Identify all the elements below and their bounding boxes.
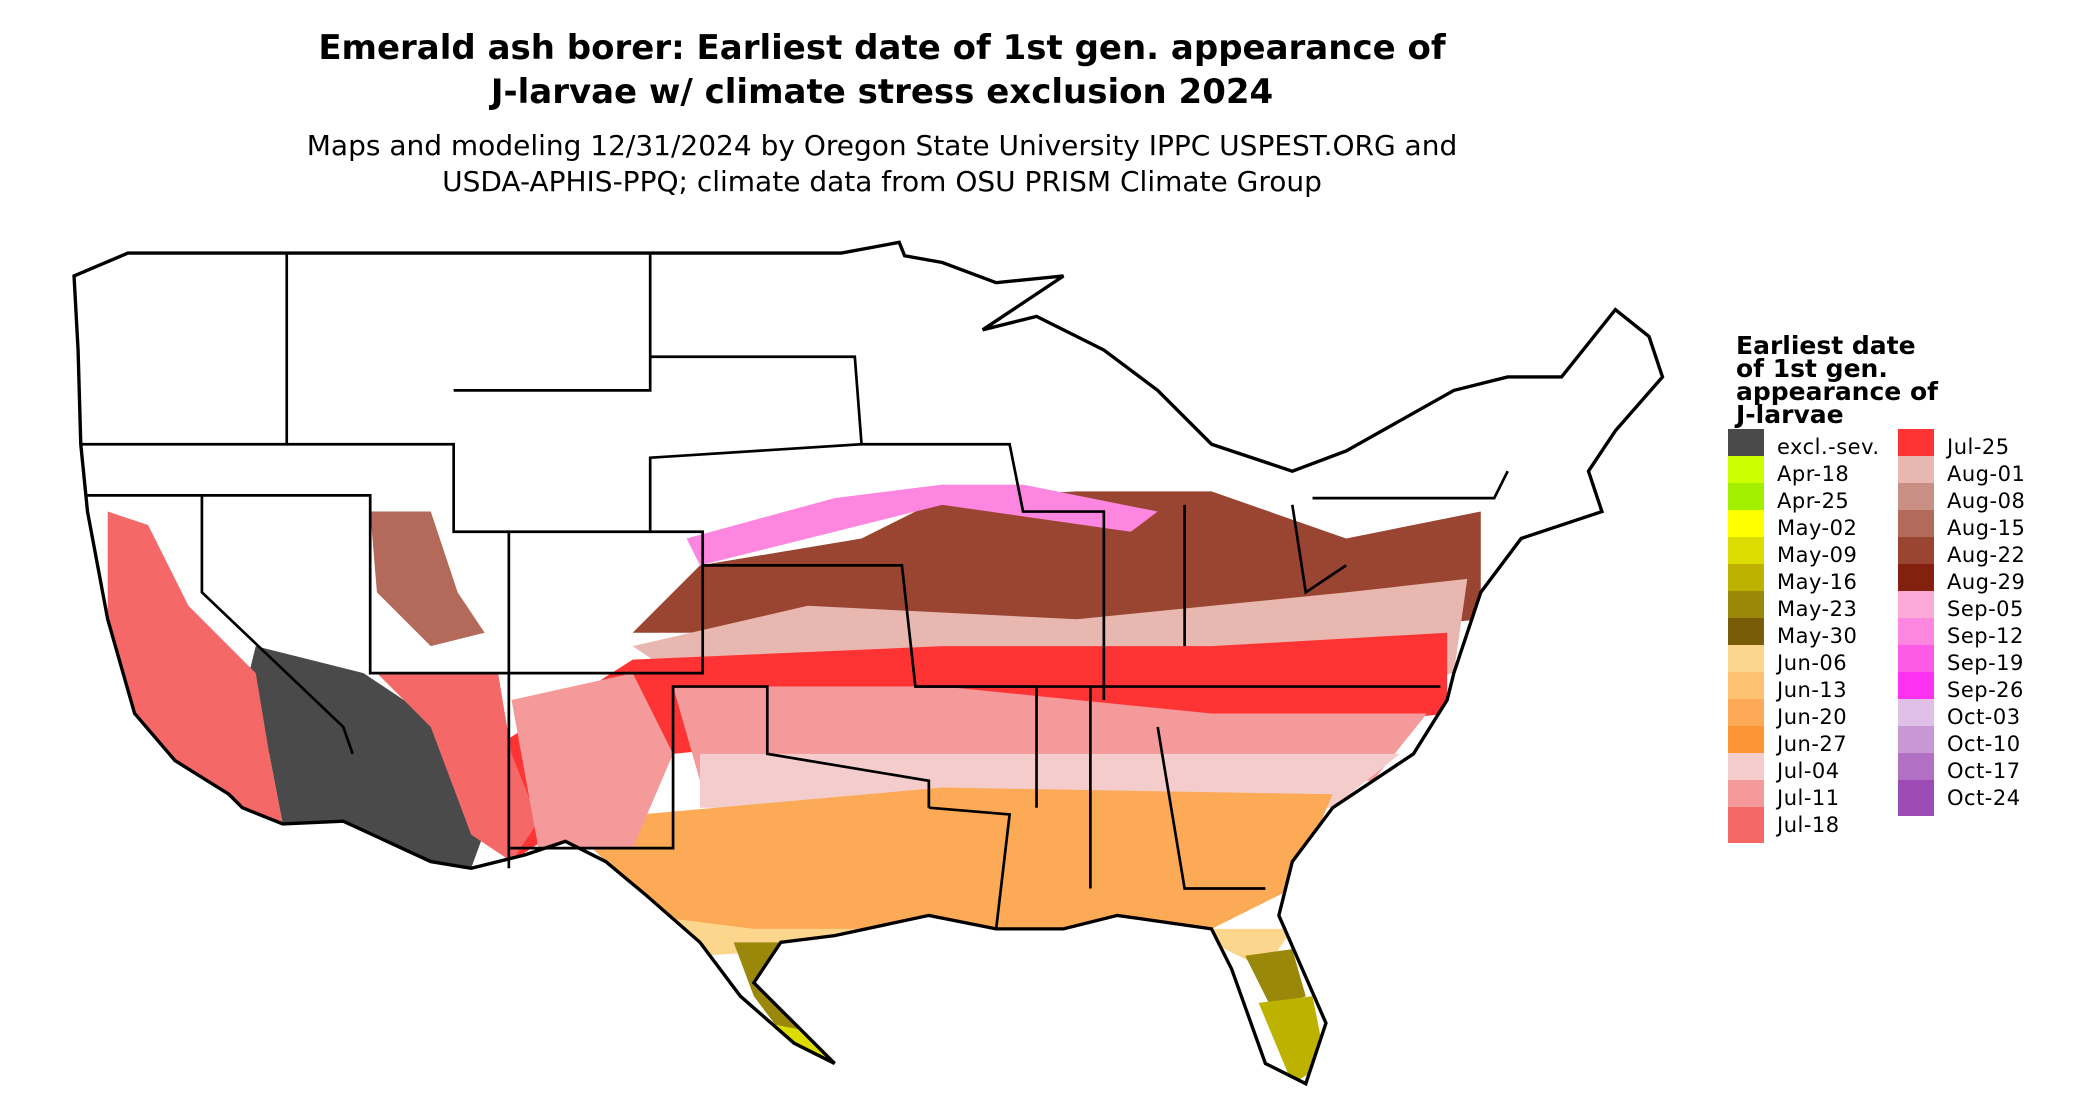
legend-label: Aug-22 bbox=[1947, 543, 2026, 567]
legend-title-line: of 1st gen. bbox=[1736, 354, 1888, 383]
region-great-basin bbox=[370, 511, 485, 647]
map-subtitle: Maps and modeling 12/31/2024 by Oregon S… bbox=[0, 128, 1764, 200]
legend-label: Aug-01 bbox=[1947, 462, 2026, 486]
region-may-florida-south bbox=[1258, 996, 1326, 1084]
legend-label: Apr-25 bbox=[1777, 489, 1850, 513]
state-borders bbox=[80, 253, 1509, 930]
legend-label: Jun-13 bbox=[1777, 678, 1848, 702]
legend-item: Oct-24 bbox=[1898, 780, 2021, 816]
legend-label: Jun-20 bbox=[1777, 705, 1848, 729]
region-southwest-mix bbox=[376, 673, 539, 862]
legend-title-line: J-larvae bbox=[1736, 400, 1844, 429]
legend-label: Sep-19 bbox=[1947, 651, 2024, 675]
legend-label: Aug-15 bbox=[1947, 516, 2026, 540]
legend-label: Oct-24 bbox=[1947, 786, 2021, 810]
region-aug bbox=[632, 491, 1481, 633]
legend-title: Earliest date of 1st gen. appearance of … bbox=[1736, 331, 1996, 429]
region-excluded-southwest bbox=[242, 646, 499, 869]
legend-label: Jun-27 bbox=[1777, 732, 1848, 756]
legend-item: May-16 bbox=[1728, 564, 1857, 600]
region-sep-fringe bbox=[686, 484, 1158, 566]
region-california bbox=[107, 511, 283, 824]
legend-item: Aug-22 bbox=[1898, 537, 2025, 573]
legend-title-line: Earliest date bbox=[1736, 331, 1916, 360]
subtitle-line-2: USDA-APHIS-PPQ; climate data from OSU PR… bbox=[442, 165, 1322, 198]
legend-label: May-30 bbox=[1777, 624, 1858, 648]
subtitle-line-1: Maps and modeling 12/31/2024 by Oregon S… bbox=[306, 129, 1458, 162]
legend-label: Oct-17 bbox=[1947, 759, 2021, 783]
legend-label: Sep-12 bbox=[1947, 624, 2024, 648]
legend-label: May-23 bbox=[1777, 597, 1858, 621]
legend-item: Jul-18 bbox=[1728, 807, 1840, 843]
legend-label: Oct-10 bbox=[1947, 732, 2021, 756]
legend-swatch bbox=[1898, 780, 1934, 816]
legend-item: Aug-01 bbox=[1898, 456, 2025, 492]
legend-label: Aug-29 bbox=[1947, 570, 2026, 594]
title-line-2: J-larvae w/ climate stress exclusion 202… bbox=[490, 72, 1274, 112]
region-jun bbox=[565, 787, 1333, 943]
legend-label: Jun-06 bbox=[1777, 651, 1848, 675]
legend-swatch bbox=[1728, 807, 1764, 843]
legend-label: Aug-08 bbox=[1947, 489, 2026, 513]
legend-label: May-16 bbox=[1777, 570, 1858, 594]
legend-label: Jul-11 bbox=[1777, 786, 1840, 810]
map-title: Emerald ash borer: Earliest date of 1st … bbox=[0, 26, 1764, 114]
legend-label: May-02 bbox=[1777, 516, 1858, 540]
legend-label: Apr-18 bbox=[1777, 462, 1850, 486]
legend-label: Jul-04 bbox=[1777, 759, 1840, 783]
legend-label: excl.-sev. bbox=[1777, 435, 1880, 459]
legend-label: Oct-03 bbox=[1947, 705, 2021, 729]
legend-label: May-09 bbox=[1777, 543, 1858, 567]
region-may-florida bbox=[1245, 949, 1306, 1010]
title-line-1: Emerald ash borer: Earliest date of 1st … bbox=[318, 28, 1446, 68]
legend-label: Sep-26 bbox=[1947, 678, 2024, 702]
legend-label: Sep-05 bbox=[1947, 597, 2024, 621]
legend-title-line: appearance of bbox=[1736, 377, 1939, 406]
legend-label: Jul-18 bbox=[1777, 813, 1840, 837]
region-nm-mix bbox=[511, 673, 674, 849]
legend-label: Jul-25 bbox=[1947, 435, 2010, 459]
